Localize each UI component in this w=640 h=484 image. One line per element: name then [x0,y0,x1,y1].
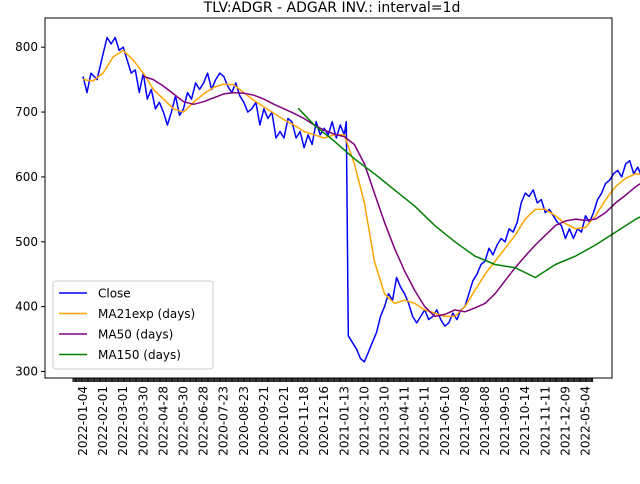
x-tick-label: 2020-12-16 [317,386,331,456]
legend-label: MA50 (days) [98,328,173,342]
legend-label: MA21exp (days) [98,307,195,321]
y-tick-label: 400 [15,300,38,314]
x-tick-label: 2022-05-04 [579,386,593,456]
x-tick-label: 2022-06-28 [197,386,211,456]
x-tick-label: 2021-10-14 [518,386,532,456]
x-tick-label: 2021-07-08 [458,386,472,456]
x-tick-label: 2020-11-18 [297,386,311,456]
y-tick-label: 600 [15,170,38,184]
series-line-ma150-days [297,107,640,279]
x-tick-label: 2021-05-11 [418,386,432,456]
x-tick-label: 2021-09-05 [498,386,512,456]
x-tick-label: 2022-02-01 [96,386,110,456]
y-tick-label: 800 [15,40,38,54]
x-tick-label: 2021-11-11 [538,386,552,456]
x-tick-label: 2021-12-09 [558,386,572,456]
x-tick-label: 2021-03-10 [378,386,392,456]
x-tick-label: 2022-03-01 [116,386,130,456]
x-tick-label: 2020-10-21 [277,386,291,456]
y-tick-label: 300 [15,365,38,379]
x-tick-label: 2021-02-10 [357,386,371,456]
x-tick-label: 2022-05-30 [177,386,191,456]
x-tick-label: 2020-09-21 [257,386,271,456]
x-tick-label: 2022-01-04 [76,386,90,456]
legend-label: MA150 (days) [98,348,181,362]
x-tick-label: 2021-01-13 [337,386,351,456]
y-tick-label: 500 [15,235,38,249]
x-tick-label: 2022-04-28 [156,386,170,456]
axes: 300 400 500 600 700 800 2022-01-04 2022-02-01 20… [15,17,613,456]
plot-area [82,36,640,363]
legend-box [52,280,214,370]
x-tick-label: 2022-03-30 [136,386,150,456]
legend-label: Close [98,287,131,301]
legend: Close MA21exp (days) MA50 (days) MA150 (day… [52,280,214,370]
x-tick-label: 2020-08-23 [237,386,251,456]
series-line-ma21exp-days [82,49,640,318]
y-tick-label: 700 [15,105,38,119]
x-tick-label: 2021-08-08 [478,386,492,456]
x-tick-label: 2021-04-11 [398,386,412,456]
chart-title: TLV:ADGR - ADGAR INV.: interval=1d [203,0,461,16]
x-tick-label: 2020-07-23 [217,386,231,456]
x-tick-label: 2021-06-10 [438,386,452,456]
series-line-close [82,36,640,363]
series-line-ma50-days [143,75,640,318]
